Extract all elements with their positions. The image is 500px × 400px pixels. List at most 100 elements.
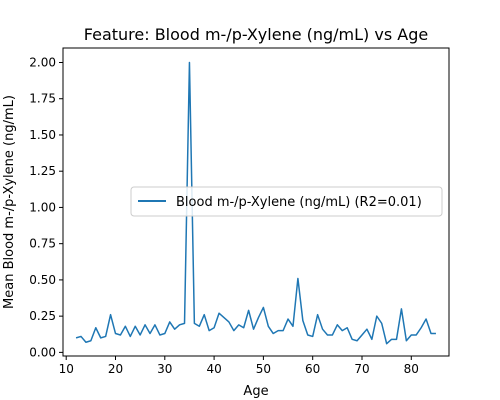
y-tick-label: 0.50: [29, 273, 56, 287]
x-tick-label: 80: [404, 362, 419, 376]
x-tick-label: 40: [206, 362, 221, 376]
data-point: [297, 277, 299, 279]
data-point: [193, 322, 195, 324]
data-point: [262, 306, 264, 308]
axes-frame: [62, 47, 450, 357]
data-point: [376, 315, 378, 317]
data-point: [90, 340, 92, 342]
data-point: [282, 329, 284, 331]
data-point: [346, 327, 348, 329]
data-point: [124, 325, 126, 327]
x-tick-label: 10: [59, 362, 74, 376]
data-point: [277, 329, 279, 331]
data-point: [223, 316, 225, 318]
data-point: [252, 328, 254, 330]
data-point: [430, 332, 432, 334]
y-tick-label: 1.75: [29, 92, 56, 106]
data-point: [366, 328, 368, 330]
data-point: [400, 308, 402, 310]
x-tick-label: 70: [354, 362, 369, 376]
data-point: [213, 327, 215, 329]
chart-title: Feature: Blood m-/p-Xylene (ng/mL) vs Ag…: [84, 25, 428, 44]
data-point: [247, 309, 249, 311]
data-point: [356, 340, 358, 342]
data-point: [218, 312, 220, 314]
data-point: [228, 321, 230, 323]
data-point: [173, 328, 175, 330]
y-tick-label: 1.00: [29, 200, 56, 214]
data-point: [144, 324, 146, 326]
data-point: [331, 334, 333, 336]
y-tick-label: 2.00: [29, 55, 56, 69]
data-point: [169, 321, 171, 323]
data-point: [80, 335, 82, 337]
data-point: [415, 334, 417, 336]
data-point: [341, 329, 343, 331]
data-point: [336, 324, 338, 326]
data-point: [287, 318, 289, 320]
data-point: [119, 334, 121, 336]
data-point: [311, 335, 313, 337]
data-point: [129, 335, 131, 337]
y-tick-label: 0.00: [29, 345, 56, 359]
data-point: [292, 325, 294, 327]
plot-layer: [75, 61, 437, 345]
data-point: [267, 325, 269, 327]
data-point: [178, 324, 180, 326]
data-point: [159, 334, 161, 336]
y-tick-label: 0.75: [29, 237, 56, 251]
x-tick-label: 30: [157, 362, 172, 376]
data-point: [390, 338, 392, 340]
data-point: [385, 342, 387, 344]
data-point: [203, 313, 205, 315]
data-point: [95, 327, 97, 329]
data-point: [307, 334, 309, 336]
data-point: [272, 332, 274, 334]
data-point: [75, 337, 77, 339]
data-point: [420, 327, 422, 329]
x-tick-label: 60: [305, 362, 320, 376]
data-point: [149, 332, 151, 334]
data-point: [425, 318, 427, 320]
data-point: [351, 338, 353, 340]
legend-frame: [130, 186, 443, 217]
axes-layer: 10 20 30 40 50 60 70 80 0.00 0.25 0.50 0.75 1.00 1.25…: [29, 47, 450, 376]
data-point: [371, 338, 373, 340]
data-point: [233, 329, 235, 331]
data-point: [208, 329, 210, 331]
data-point: [410, 334, 412, 336]
series-line-0: [75, 61, 436, 345]
y-tick-label: 1.25: [29, 164, 56, 178]
data-point: [188, 61, 190, 63]
y-axis-label: Mean Blood m-/p-Xylene (ng/mL): [2, 95, 17, 309]
legend: Blood m-/p-Xylene (ng/mL) (R2=0.01): [130, 186, 443, 217]
data-point: [321, 328, 323, 330]
data-point: [100, 337, 102, 339]
data-point: [114, 332, 116, 334]
data-point: [85, 341, 87, 343]
data-point: [198, 325, 200, 327]
data-point: [257, 316, 259, 318]
data-point: [361, 334, 363, 336]
data-point: [154, 324, 156, 326]
x-tick-label: 20: [108, 362, 123, 376]
data-point: [326, 334, 328, 336]
x-axis-label: Age: [243, 384, 268, 399]
data-point: [109, 313, 111, 315]
data-point: [395, 338, 397, 340]
y-tick-label: 1.50: [29, 128, 56, 142]
data-point: [104, 335, 106, 337]
data-point: [238, 324, 240, 326]
data-point: [405, 340, 407, 342]
data-point: [435, 332, 437, 334]
legend-entry-label: Blood m-/p-Xylene (ng/mL) (R2=0.01): [176, 195, 422, 210]
data-point: [302, 319, 304, 321]
data-point: [134, 325, 136, 327]
data-point: [316, 313, 318, 315]
data-point: [139, 334, 141, 336]
y-tick-label: 0.25: [29, 309, 56, 323]
x-tick-label: 50: [256, 362, 271, 376]
data-point: [183, 322, 185, 324]
data-point: [242, 327, 244, 329]
data-point: [164, 332, 166, 334]
